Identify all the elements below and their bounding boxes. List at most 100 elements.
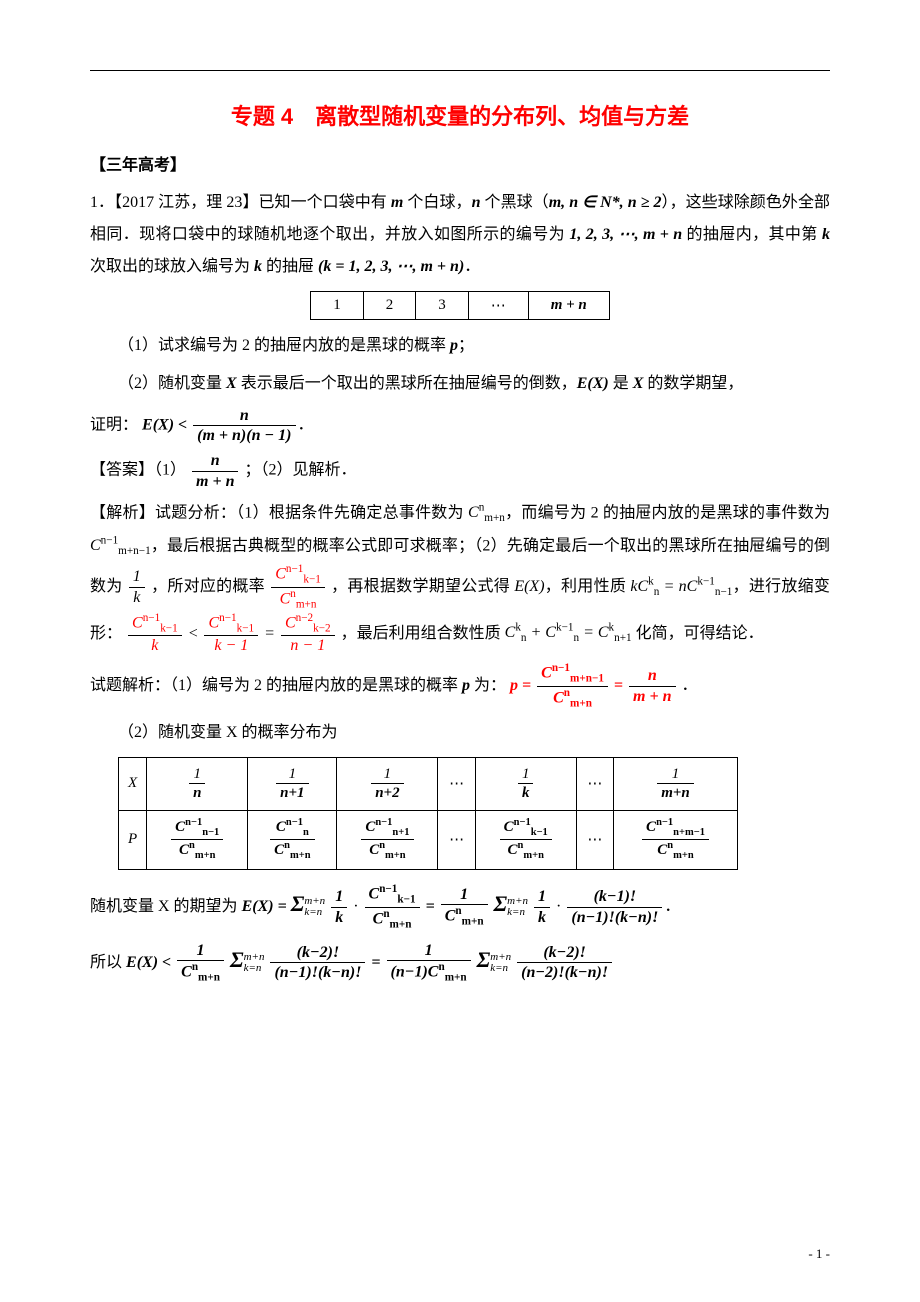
fraction: n m + n: [192, 451, 238, 490]
sum: Σ: [494, 891, 508, 916]
expectation-line: 随机变量 X 的期望为 E(X) = Σm+nk=n 1k · Cn−1k−1C…: [90, 882, 830, 932]
text: 所以: [90, 954, 126, 971]
cell: 1: [311, 292, 364, 320]
distribution-table: X 1n 1n+1 1n+2 ⋯ 1k ⋯ 1m+n P Cn−1n−1Cnm+…: [118, 757, 738, 870]
text: （1）试求编号为 2 的抽屉内放的是黑球的概率: [118, 337, 450, 354]
cell: 3: [416, 292, 469, 320]
text: ．: [464, 258, 480, 275]
math: p =: [510, 677, 531, 694]
subquestion-2: （2）随机变量 X 表示最后一个取出的黑球所在抽屉编号的倒数，E(X) 是 X …: [90, 368, 830, 400]
eq: =: [264, 624, 279, 641]
fraction: 1k: [129, 567, 145, 606]
math-k: k: [822, 226, 830, 243]
page: 专题 4 离散型随机变量的分布列、均值与方差 【三年高考】 1．【2017 江苏…: [0, 0, 920, 1302]
section-heading: 【三年高考】: [90, 151, 830, 175]
so-line: 所以 E(X) < 1Cnm+n Σm+nk=n (k−2)!(n−1)!(k−…: [90, 938, 830, 985]
math: E(X) <: [126, 954, 175, 971]
fraction: Cn−1k−1k − 1: [204, 612, 258, 656]
math-X2: X: [633, 375, 644, 392]
text: 的抽屉: [262, 258, 318, 275]
text: ；: [458, 337, 474, 354]
cell: ⋯: [438, 757, 475, 810]
math-cond: m, n ∈ N*, n ≥ 2: [549, 194, 662, 211]
sum: Σ: [291, 891, 305, 916]
text: 【答案】（1）: [90, 462, 186, 479]
text: 【解析】试题分析：（1）根据条件先确定总事件数为: [90, 504, 468, 521]
row-header: P: [119, 810, 147, 869]
denominator: Cnm+n: [271, 588, 325, 612]
drawer-table: 1 2 3 ⋯ m + n: [310, 291, 610, 320]
table-row: X 1n 1n+1 1n+2 ⋯ 1k ⋯ 1m+n: [119, 757, 738, 810]
cell: 1n: [147, 757, 248, 810]
math: kCkn = nCk−1n−1: [630, 578, 732, 595]
text: ，利用性质: [545, 578, 631, 595]
denominator: n − 1: [281, 636, 335, 655]
cell: 1k: [475, 757, 576, 810]
fraction: nm + n: [629, 666, 675, 705]
math-seq: 1, 2, 3, ⋯, m + n: [569, 226, 682, 243]
eq: =: [614, 677, 627, 694]
denominator: Cnm+n: [537, 687, 608, 711]
cell: 1n+2: [337, 757, 438, 810]
text: 1．【2017 江苏，理 23】已知一个口袋中有: [90, 194, 391, 211]
text: 个白球，: [403, 194, 471, 211]
fraction: Cn−1k−1k: [128, 612, 182, 656]
text: 的数学期望，: [643, 375, 743, 392]
cell: 1n+1: [248, 757, 337, 810]
fraction: Cn−1m+n−1Cnm+n: [537, 662, 608, 711]
cell: Cn−1n+1Cnm+n: [337, 810, 438, 869]
text: ，所对应的概率: [151, 578, 269, 595]
numerator: Cn−1m+n−1: [537, 662, 608, 687]
math-range: (k = 1, 2, 3, ⋯, m + n): [318, 258, 464, 275]
numerator: Cn−2k−2: [281, 612, 335, 637]
numerator: n: [193, 406, 295, 426]
text: 的抽屉内，其中第: [682, 226, 822, 243]
math-p: p: [450, 337, 458, 354]
solution-2-label: （2）随机变量 X 的概率分布为: [90, 717, 830, 749]
cell: ⋯: [468, 292, 528, 320]
numerator: Cn−1k−1: [204, 612, 258, 637]
cell: ⋯: [576, 810, 613, 869]
fraction: Cn−2k−2n − 1: [281, 612, 335, 656]
cell: Cn−1k−1Cnm+n: [475, 810, 576, 869]
denominator: k: [128, 636, 182, 655]
table-row: P Cn−1n−1Cnm+n Cn−1nCnm+n Cn−1n+1Cnm+n ⋯…: [119, 810, 738, 869]
prove-line: 证明： E(X) < n (m + n)(n − 1) ．: [90, 406, 830, 445]
math-m: m: [391, 194, 403, 211]
numerator: n: [629, 666, 675, 686]
cell: 1m+n: [614, 757, 738, 810]
cell: Cn−1n−1Cnm+n: [147, 810, 248, 869]
cell: m + n: [528, 292, 609, 320]
solution-1: 试题解析：（1）编号为 2 的抽屉内放的是黑球的概率 p 为： p = Cn−1…: [90, 662, 830, 711]
text: 个黑球（: [480, 194, 548, 211]
text: 为：: [470, 677, 506, 694]
numerator: n: [192, 451, 238, 471]
denominator: (m + n)(n − 1): [193, 426, 295, 445]
analysis: 【解析】试题分析：（1）根据条件先确定总事件数为 Cnm+n，而编号为 2 的抽…: [90, 497, 830, 656]
problem-statement: 1．【2017 江苏，理 23】已知一个口袋中有 m 个白球，n 个黑球（m, …: [90, 187, 830, 283]
denominator: k: [129, 588, 145, 607]
text: 是: [609, 375, 633, 392]
math: Cnm+n: [468, 504, 505, 521]
text: （2）随机变量: [118, 375, 226, 392]
text: 证明：: [90, 416, 138, 433]
numerator: 1: [129, 567, 145, 587]
top-rule: [90, 70, 830, 71]
row-header: X: [119, 757, 147, 810]
denominator: m + n: [192, 472, 238, 491]
math: Cn−1m+n−1: [90, 537, 151, 554]
answer-line: 【答案】（1） n m + n ；（2）见解析．: [90, 451, 830, 490]
text: 表示最后一个取出的黑球所在抽屉编号的倒数，: [237, 375, 577, 392]
math-X: X: [226, 375, 237, 392]
text: 随机变量 X 的期望为: [90, 898, 242, 915]
text: ，而编号为 2 的抽屉内放的是黑球的事件数为: [505, 504, 830, 521]
math-EX: E(X): [577, 375, 609, 392]
math: Ckn + Ck−1n = Ckn+1: [505, 624, 632, 641]
subquestion-1: （1）试求编号为 2 的抽屉内放的是黑球的概率 p；: [90, 330, 830, 362]
document-title: 专题 4 离散型随机变量的分布列、均值与方差: [90, 99, 830, 131]
text: 次取出的球放入编号为: [90, 258, 254, 275]
cell: 2: [363, 292, 416, 320]
cell: Cn−1nCnm+n: [248, 810, 337, 869]
denominator: k − 1: [204, 636, 258, 655]
text: ，再根据数学期望公式得: [331, 578, 514, 595]
